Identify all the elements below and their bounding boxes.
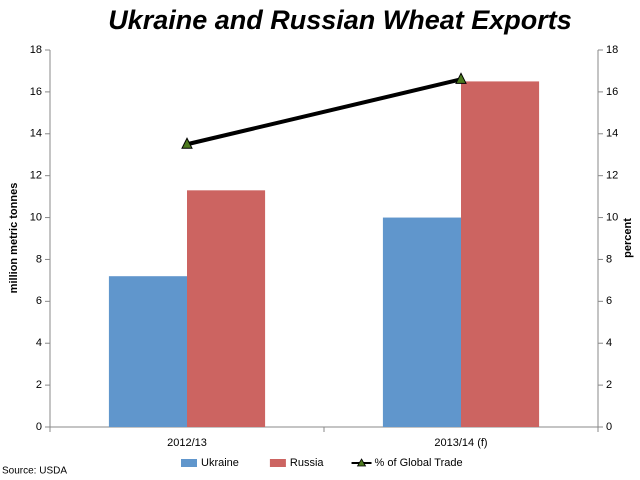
y-tick-label: 8 bbox=[36, 253, 42, 265]
x-tick-label: 2012/13 bbox=[167, 437, 207, 449]
legend-swatch bbox=[269, 459, 286, 467]
y-tick-label: 14 bbox=[30, 128, 42, 140]
y-tick-label: 6 bbox=[36, 295, 42, 307]
legend-swatch bbox=[181, 459, 197, 467]
bar bbox=[461, 81, 540, 428]
source-note: Source: USDA bbox=[2, 466, 67, 477]
y-axis-label: million metric tonnes bbox=[8, 183, 20, 294]
chart-title: Ukraine and Russian Wheat Exports bbox=[108, 5, 572, 35]
legend-marker bbox=[356, 458, 367, 467]
y2-axis-label: percent bbox=[622, 218, 634, 258]
y2-tick-label: 18 bbox=[606, 44, 618, 56]
y2-tick-label: 0 bbox=[606, 421, 612, 433]
line bbox=[186, 77, 462, 147]
y-tick-label: 0 bbox=[36, 421, 42, 433]
y-tick-label: 4 bbox=[36, 337, 42, 349]
x-tick-label: 2013/14 (f) bbox=[434, 437, 487, 449]
legend-label: Ukraine bbox=[201, 457, 239, 469]
y2-tick-label: 12 bbox=[606, 170, 618, 182]
line-marker bbox=[455, 72, 467, 84]
y-tick-label: 12 bbox=[30, 170, 42, 182]
bar bbox=[187, 190, 266, 427]
line-marker bbox=[181, 137, 193, 149]
legend-label: Russia bbox=[290, 457, 325, 469]
bar bbox=[108, 276, 187, 427]
y2-tick-label: 16 bbox=[606, 86, 618, 98]
y2-tick-label: 4 bbox=[606, 337, 612, 349]
y2-tick-label: 10 bbox=[606, 211, 618, 223]
bar bbox=[382, 217, 461, 427]
y2-tick-label: 14 bbox=[606, 128, 618, 140]
y-tick-label: 10 bbox=[30, 211, 42, 223]
y2-tick-label: 8 bbox=[606, 253, 612, 265]
y2-tick-label: 6 bbox=[606, 295, 612, 307]
legend-label: % of Global Trade bbox=[375, 457, 463, 469]
y-tick-label: 18 bbox=[30, 44, 42, 56]
y2-tick-label: 2 bbox=[606, 379, 612, 391]
y-tick-label: 16 bbox=[30, 86, 42, 98]
y-tick-label: 2 bbox=[36, 379, 42, 391]
